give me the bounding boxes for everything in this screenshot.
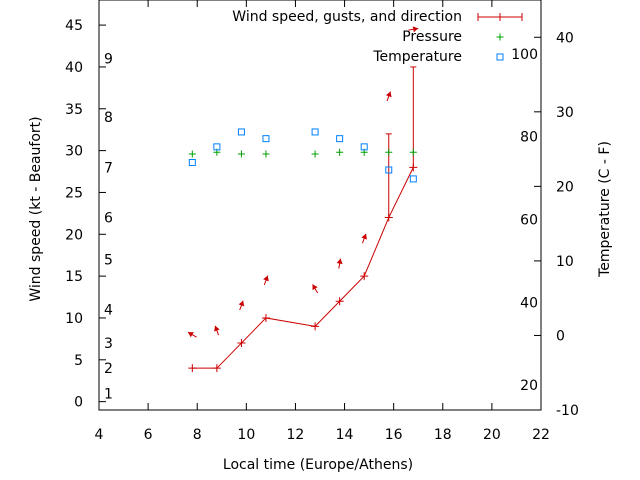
temperature-point (385, 166, 393, 174)
arrow-head (385, 91, 392, 98)
tick-labels: 4 6 8 10 12 14 16 18 20 22051015202530354045-1001… (65, 18, 579, 443)
pressure-point (311, 150, 319, 158)
legend-sample-wind-marker (496, 13, 504, 21)
y-axis-label: Wind speed (kt - Beaufort) (28, 116, 44, 301)
pressure-point (188, 150, 196, 158)
axis-ticks (98, 0, 542, 411)
legend-label-pressure: Pressure (402, 29, 462, 45)
arrow-head (361, 233, 368, 240)
temperature-point (311, 128, 319, 136)
wind-speed-point (261, 313, 270, 322)
wind-speed-line (192, 167, 414, 369)
x-tick-label: 16 (385, 427, 403, 443)
arrow-head (238, 300, 245, 307)
wind-direction-arrow (361, 233, 368, 244)
y2-tick-label: 30 (556, 105, 574, 121)
y2-tick-label: -10 (556, 403, 579, 419)
y-tick-label: 0 (74, 395, 83, 411)
y2-tick-label: 0 (556, 328, 565, 344)
y-tick-label: 35 (65, 102, 83, 118)
wind-direction-arrow (263, 275, 269, 286)
x-tick-label: 4 (95, 427, 104, 443)
wind-direction-arrow (238, 300, 245, 311)
wind-direction-arrow (385, 91, 392, 102)
arrow-head (187, 332, 194, 338)
y-tick-label: 40 (65, 60, 83, 76)
wind-direction-arrow (336, 258, 343, 269)
wind-direction-arrow (312, 284, 319, 294)
y-tick-label: 20 (65, 227, 83, 243)
beaufort-label: 9 (104, 52, 113, 68)
y-tick-label: 10 (65, 311, 83, 327)
temperature-point (360, 143, 368, 151)
x-tick-label: 18 (434, 427, 452, 443)
y2-tick-label: 20 (556, 179, 574, 195)
fahrenheit-label: 20 (520, 378, 538, 394)
fahrenheit-label: 80 (520, 130, 538, 146)
legend-label-wind: Wind speed, gusts, and direction (232, 9, 462, 25)
temperature-point (336, 135, 344, 143)
y-tick-label: 5 (74, 353, 83, 369)
y2-tick-label: 40 (556, 30, 574, 46)
y2-axis-label: Temperature (C - F) (597, 141, 613, 278)
pressure-point (385, 148, 393, 156)
beaufort-label: 7 (104, 160, 113, 176)
wind-direction-arrow (214, 325, 220, 336)
y-tick-label: 15 (65, 269, 83, 285)
fahrenheit-label: 60 (520, 212, 538, 228)
temperature-point (188, 159, 196, 167)
arrow-head (412, 26, 419, 33)
x-tick-label: 14 (336, 427, 354, 443)
wind-speed-point (237, 339, 246, 348)
wind-direction-arrow (187, 331, 197, 338)
legend: Wind speed, gusts, and direction Pressur… (232, 9, 523, 65)
legend-label-temperature: Temperature (372, 49, 462, 65)
pressure-point (262, 150, 270, 158)
temperature-point (213, 143, 221, 151)
pressure-point (237, 150, 245, 158)
y-tick-label: 25 (65, 185, 83, 201)
wind-speed-point (311, 322, 320, 331)
beaufort-label: 4 (104, 303, 113, 319)
beaufort-label: 5 (104, 252, 113, 268)
x-tick-label: 6 (144, 427, 153, 443)
pressure-point (409, 148, 417, 156)
legend-sample-temperature (496, 53, 504, 61)
beaufort-label: 8 (104, 110, 113, 126)
fahrenheit-label: 40 (520, 295, 538, 311)
beaufort-label: 2 (104, 361, 113, 377)
arrow-head (214, 325, 220, 332)
y-tick-label: 45 (65, 18, 83, 34)
x-axis-label: Local time (Europe/Athens) (223, 457, 413, 473)
temperature-point (237, 128, 245, 136)
y-tick-label: 30 (65, 144, 83, 160)
beaufort-label: 3 (104, 336, 113, 352)
wind-speed-point (212, 364, 221, 373)
wind-direction-arrow (408, 26, 419, 33)
x-tick-label: 20 (483, 427, 501, 443)
plot-frame (98, 0, 542, 411)
temperature-point (262, 135, 270, 143)
x-tick-label: 12 (287, 427, 305, 443)
wind-speed-point (360, 272, 369, 281)
temperature-point (409, 175, 417, 183)
wind-speed-point (188, 364, 197, 373)
pressure-point (336, 148, 344, 156)
beaufort-label: 6 (104, 211, 113, 227)
arrow-head (263, 275, 269, 282)
x-tick-label: 8 (193, 427, 202, 443)
wind-speed-point (335, 297, 344, 306)
fahrenheit-label: 100 (511, 47, 538, 63)
arrow-head (312, 284, 318, 291)
x-tick-label: 22 (532, 427, 550, 443)
y2-tick-label: 10 (556, 254, 574, 270)
x-tick-label: 10 (237, 427, 255, 443)
arrow-head (336, 258, 343, 265)
data-series (187, 26, 419, 373)
beaufort-label: 1 (104, 386, 113, 402)
legend-sample-pressure (496, 33, 504, 41)
